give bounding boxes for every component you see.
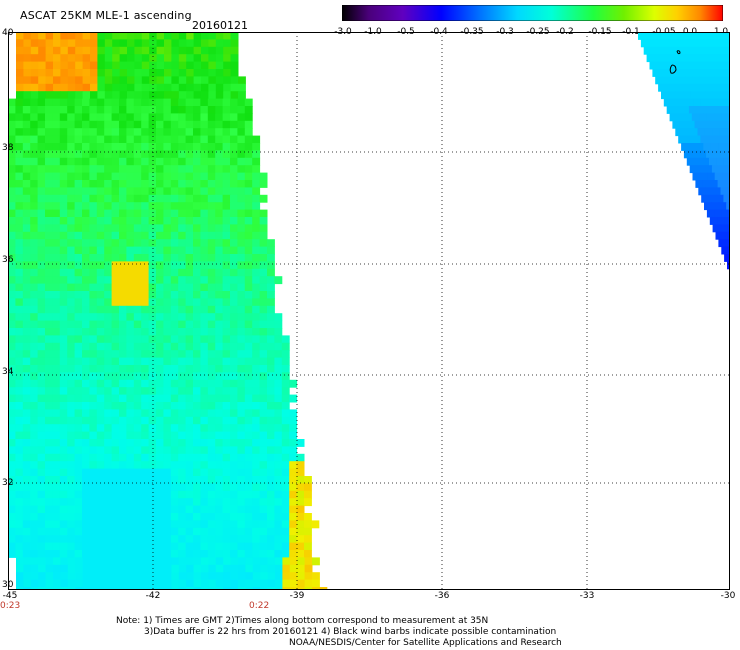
swath-time-label: 0:23 [0,601,21,611]
lon-label: -39 [289,591,305,601]
swath-time-label: 0:22 [249,601,270,611]
gridlines [8,32,730,590]
swath-map [8,32,730,590]
lon-label: -42 [145,591,161,601]
colorbar [342,5,723,21]
note-line: Note: 1) Times are GMT 2)Times along bot… [116,616,489,626]
lat-label: 34 [2,367,14,377]
lat-label: 36 [2,255,14,265]
note-line: 3)Data buffer is 22 hrs from 20160121 4)… [144,627,557,637]
map-frame [8,32,730,590]
product-title: ASCAT 25KM MLE-1 ascending [20,9,192,22]
lat-label: 38 [2,143,14,153]
colorbar-gradient [342,5,723,21]
lat-label: 32 [2,478,14,488]
lon-label: -30 [720,591,736,601]
contamination-contour [669,50,681,74]
swath-left [8,32,328,590]
lon-label: -33 [579,591,595,601]
note-line: NOAA/NESDIS/Center for Satellite Applica… [289,638,562,648]
lat-label: 30 [2,580,14,590]
lon-label: -45 [2,591,18,601]
lon-label: -36 [434,591,450,601]
lat-label: 40 [2,28,14,38]
product-date: 20160121 [192,19,248,32]
swath-right [638,32,730,270]
